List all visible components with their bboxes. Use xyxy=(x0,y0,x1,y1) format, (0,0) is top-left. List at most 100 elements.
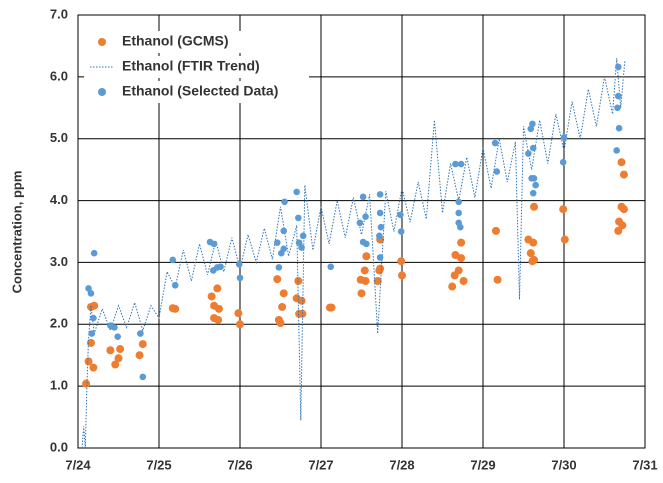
data-point xyxy=(559,205,568,214)
data-point xyxy=(87,290,95,297)
data-point xyxy=(90,249,98,257)
data-point xyxy=(560,235,569,244)
data-point xyxy=(526,249,535,258)
x-tick-label: 7/26 xyxy=(227,457,252,472)
data-point xyxy=(457,238,466,247)
data-point xyxy=(273,239,281,246)
data-point xyxy=(88,330,96,337)
data-point xyxy=(278,302,287,311)
data-point xyxy=(397,257,406,266)
trend-line xyxy=(81,58,626,449)
data-point xyxy=(457,160,465,168)
data-point xyxy=(295,239,303,246)
data-point xyxy=(360,266,369,275)
data-point xyxy=(139,373,147,381)
data-point xyxy=(85,285,92,292)
data-point xyxy=(529,144,537,152)
data-point xyxy=(448,282,457,291)
data-point xyxy=(273,275,282,284)
data-point xyxy=(530,175,538,182)
data-point xyxy=(493,275,502,284)
data-point xyxy=(455,198,463,206)
data-point xyxy=(214,315,223,324)
legend-label: Ethanol (Selected Data) xyxy=(122,83,278,99)
data-point xyxy=(362,252,371,261)
y-tick-label: 5.0 xyxy=(50,130,68,145)
plot-border xyxy=(77,14,646,449)
data-point xyxy=(363,240,370,248)
data-point xyxy=(529,189,537,197)
data-point xyxy=(362,213,369,220)
x-tick-label: 7/24 xyxy=(65,457,91,472)
data-point xyxy=(455,209,463,217)
data-point xyxy=(376,232,383,240)
y-tick-label: 7.0 xyxy=(50,6,68,21)
x-tick-label: 7/31 xyxy=(632,457,657,472)
data-point xyxy=(171,304,180,313)
data-point xyxy=(559,158,567,166)
data-point xyxy=(297,296,306,305)
data-point xyxy=(210,240,218,248)
data-point xyxy=(454,266,463,275)
data-point xyxy=(298,309,307,318)
y-tick-label: 2.0 xyxy=(50,316,68,331)
x-tick-label: 7/27 xyxy=(308,457,333,472)
data-point xyxy=(171,282,179,289)
data-point xyxy=(295,214,302,222)
data-point xyxy=(491,226,500,235)
data-point xyxy=(361,276,370,285)
x-tick-label: 7/28 xyxy=(389,457,414,472)
data-point xyxy=(613,147,620,154)
data-point xyxy=(137,330,144,337)
data-point xyxy=(459,276,468,285)
data-point xyxy=(373,276,382,285)
data-point xyxy=(82,379,91,388)
x-tick-label: 7/29 xyxy=(470,457,495,472)
data-point xyxy=(111,360,120,369)
data-point xyxy=(376,254,384,261)
data-point xyxy=(398,271,406,280)
legend-label: Ethanol (FTIR Trend) xyxy=(122,58,260,74)
data-point xyxy=(84,357,93,366)
data-point xyxy=(357,289,366,298)
data-point xyxy=(397,228,405,235)
data-point xyxy=(614,63,622,71)
data-point xyxy=(397,211,404,219)
data-point xyxy=(235,260,243,268)
data-point xyxy=(106,346,115,355)
data-point xyxy=(293,188,301,196)
data-point xyxy=(90,314,97,322)
data-point xyxy=(530,202,539,211)
data-point xyxy=(359,193,367,201)
data-point xyxy=(327,263,335,271)
y-axis-title: Concentration, ppm xyxy=(9,171,24,294)
data-point xyxy=(298,244,305,251)
data-point xyxy=(214,304,223,313)
data-point xyxy=(491,139,499,147)
data-point xyxy=(532,181,539,189)
data-point xyxy=(455,219,463,227)
data-point xyxy=(114,333,121,340)
data-point xyxy=(452,160,459,168)
data-point xyxy=(169,256,177,264)
data-point xyxy=(234,309,243,318)
data-point xyxy=(327,303,336,312)
data-point xyxy=(376,191,384,198)
data-point xyxy=(279,289,288,298)
data-point xyxy=(530,255,539,264)
data-point xyxy=(89,363,98,372)
data-point xyxy=(525,150,532,157)
data-point xyxy=(138,340,147,349)
data-point xyxy=(111,324,118,331)
y-tick-label: 1.0 xyxy=(50,378,68,393)
data-point xyxy=(281,198,288,206)
y-tick-label: 3.0 xyxy=(50,254,68,269)
data-point xyxy=(614,92,622,100)
data-point xyxy=(280,245,288,253)
data-point xyxy=(376,209,384,217)
y-tick-label: 6.0 xyxy=(50,68,68,83)
x-tick-label: 7/25 xyxy=(146,457,171,472)
data-point xyxy=(619,205,628,214)
legend-bg xyxy=(84,56,309,78)
